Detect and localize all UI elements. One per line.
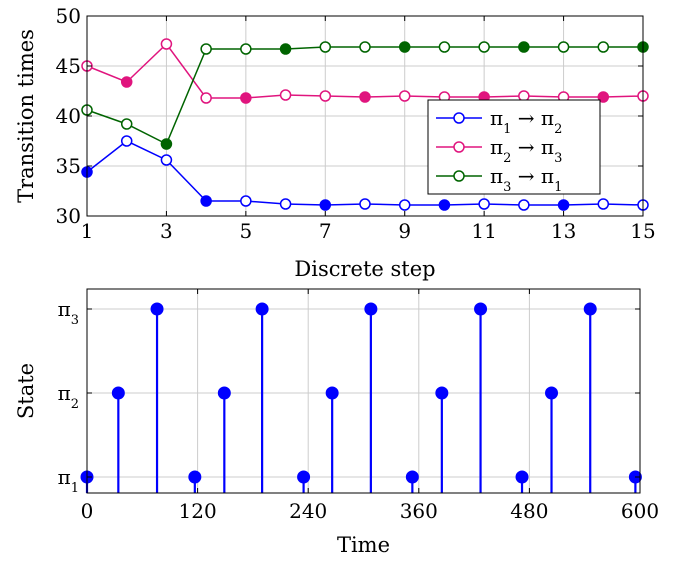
chart2-x-tick-label: 480	[510, 499, 548, 523]
series-3-point	[359, 41, 371, 53]
stem-marker	[474, 302, 488, 316]
chart1-y-tick-label: 50	[56, 4, 81, 28]
chart2-y-tick-label: π3	[58, 297, 79, 328]
series-1-point	[557, 199, 570, 211]
stem-marker	[515, 470, 529, 484]
series-2-point	[319, 90, 332, 102]
stem-marker	[435, 386, 449, 400]
chart1-y-tick-label: 40	[56, 104, 81, 128]
stem-marker	[405, 470, 419, 484]
series-2-point	[398, 90, 411, 102]
series-3-point	[120, 118, 133, 130]
series-3-point	[279, 43, 292, 55]
series-2-point	[120, 76, 133, 88]
chart2-x-axis-label: Time	[337, 533, 390, 557]
legend-label-1: π1 → π2	[490, 106, 562, 137]
legend-marker-3	[453, 170, 465, 182]
series-1-point	[478, 198, 490, 210]
state-stem-chart: 0 120 240 360 480 600 π1 π2 π3 Time State	[14, 288, 659, 557]
stem-marker	[188, 470, 202, 484]
series-1-point	[200, 195, 212, 207]
series-1-point	[518, 199, 530, 211]
chart1-x-tick-label: 9	[398, 219, 411, 243]
series-3-point	[597, 41, 610, 53]
series-1-point	[597, 198, 610, 210]
chart2-y-axis-label: State	[14, 363, 38, 419]
legend-marker-2	[453, 141, 465, 153]
series-3-point	[438, 41, 451, 53]
chart1-y-tick-label: 35	[56, 154, 81, 178]
chart1-x-tick-label: 5	[239, 219, 252, 243]
chart1-x-tick-label: 3	[160, 219, 173, 243]
chart1-series	[81, 38, 649, 211]
chart2-stems	[80, 302, 642, 493]
stem-marker	[325, 386, 339, 400]
stem-marker	[150, 302, 164, 316]
series-2-point	[279, 89, 292, 101]
chart2-x-tick-label: 120	[179, 499, 217, 523]
series-3-point	[200, 43, 212, 55]
stem-marker	[545, 386, 559, 400]
legend-marker-1	[453, 112, 465, 124]
series-3-point	[557, 41, 570, 53]
series-1-point	[319, 199, 332, 211]
chart2-x-tick-label: 240	[289, 499, 327, 523]
stem-marker	[217, 386, 231, 400]
chart1-x-axis-label: Discrete step	[294, 257, 435, 281]
chart2-ticks: 0 120 240 360 480 600 π1 π2 π3	[58, 289, 659, 523]
chart1-x-tick-label: 15	[630, 219, 655, 243]
series-3-point	[398, 41, 411, 53]
chart1-x-tick-label: 1	[81, 219, 94, 243]
chart1-x-tick-label: 11	[471, 219, 496, 243]
series-2-point	[597, 91, 610, 103]
series-3-point	[240, 43, 252, 55]
stem-marker	[111, 386, 125, 400]
series-2-point	[160, 38, 173, 50]
chart1-y-axis-label: Transition times	[14, 29, 38, 203]
series-1-point	[120, 135, 133, 147]
stem-marker	[583, 302, 597, 316]
stem-marker	[297, 470, 311, 484]
series-3-point	[518, 41, 530, 53]
series-1-point	[398, 199, 411, 211]
legend-label-3: π3 → π1	[490, 164, 562, 195]
chart1-y-tick-label: 30	[56, 204, 81, 228]
series-2-point	[359, 91, 371, 103]
chart2-x-tick-label: 0	[81, 499, 94, 523]
series-2-point	[240, 92, 252, 104]
series-3-point	[319, 41, 332, 53]
series-1-point	[160, 154, 173, 166]
chart1-x-tick-label: 7	[319, 219, 332, 243]
chart2-y-tick-label: π1	[58, 465, 79, 496]
chart1-x-tick-label: 13	[551, 219, 576, 243]
chart1-y-tick-label: 45	[56, 54, 81, 78]
stem-marker	[255, 302, 269, 316]
series-3-point	[478, 41, 490, 53]
series-1-point	[279, 198, 292, 210]
stem-marker	[364, 302, 378, 316]
series-1-point	[438, 199, 451, 211]
series-3-point	[160, 138, 173, 150]
series-2-point	[200, 92, 212, 104]
chart2-x-tick-label: 600	[621, 499, 659, 523]
series-1-point	[240, 195, 252, 207]
chart2-plot-frame	[86, 288, 641, 494]
legend-label-2: π2 → π3	[490, 135, 562, 166]
chart2-y-tick-label: π2	[58, 381, 79, 412]
chart2-x-tick-label: 360	[400, 499, 438, 523]
series-1-point	[359, 198, 371, 210]
